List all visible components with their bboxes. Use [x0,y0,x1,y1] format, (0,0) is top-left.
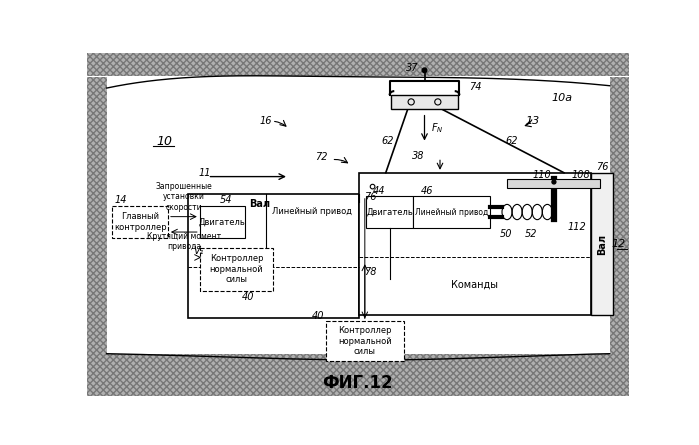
Text: Крутящий момент
привода: Крутящий момент привода [147,231,221,251]
Text: 76: 76 [596,162,608,172]
Bar [413,196,491,228]
Bar [188,194,359,318]
Text: 14: 14 [115,195,127,206]
Text: 112: 112 [568,222,586,232]
Text: ФИГ.12: ФИГ.12 [322,374,393,392]
Text: Контроллер
нормальной
силы: Контроллер нормальной силы [338,327,391,356]
Text: 38: 38 [412,151,424,161]
Text: Главный
контроллер: Главный контроллер [114,212,166,232]
Text: Линейный привод: Линейный привод [415,207,488,217]
Bar [107,77,610,354]
Text: 108: 108 [572,170,591,180]
Text: 10а: 10а [551,93,572,103]
Bar [359,173,591,315]
Text: 76: 76 [364,192,377,202]
Text: Контроллер
нормальной
силы: Контроллер нормальной силы [210,255,264,284]
Text: 62: 62 [505,136,518,146]
Text: 46: 46 [421,186,433,196]
Text: Вал: Вал [597,234,607,255]
Text: 11: 11 [199,168,211,178]
Text: 16: 16 [259,116,272,126]
Bar [200,248,273,291]
Bar [591,173,613,315]
Bar [87,53,629,77]
Text: 40: 40 [312,311,324,321]
Text: 110: 110 [533,170,552,180]
Bar [610,77,629,354]
Text: 62: 62 [381,136,394,146]
Text: Запрошенные
установки
скорости: Запрошенные установки скорости [155,182,212,211]
Text: 54: 54 [220,195,232,206]
Text: 52: 52 [525,229,538,239]
Text: V₁: V₁ [193,246,203,256]
Text: 40: 40 [242,292,254,302]
Bar [87,77,107,354]
Bar [112,206,168,238]
Text: 50: 50 [500,229,512,239]
Text: 10: 10 [157,135,173,149]
Text: 13: 13 [526,116,540,126]
Text: Вал: Вал [249,198,270,209]
Text: $F_N$: $F_N$ [431,121,443,135]
Circle shape [552,180,556,184]
Bar [391,95,458,109]
Text: 12: 12 [612,239,626,249]
Text: Двигатель: Двигатель [199,218,245,227]
Bar [87,354,629,396]
Bar [366,196,413,228]
Text: Двигатель: Двигатель [366,207,413,217]
Bar [200,206,245,238]
Circle shape [422,68,427,73]
Text: Линейный привод: Линейный привод [272,207,352,216]
Text: 44: 44 [373,186,385,196]
Text: Команды: Команды [452,279,498,289]
Text: 72: 72 [315,152,328,162]
Text: 37: 37 [406,63,418,73]
Bar [507,179,600,188]
Bar [326,321,403,361]
Text: 74: 74 [468,82,481,92]
Text: 78: 78 [364,267,377,277]
